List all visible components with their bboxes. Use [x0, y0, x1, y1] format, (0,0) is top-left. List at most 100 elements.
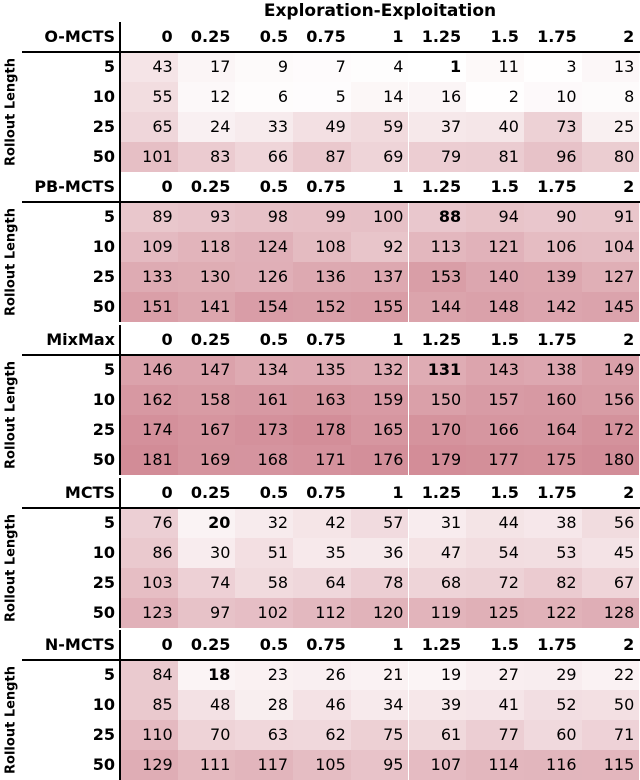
heatmap-cell: 133 [120, 262, 178, 292]
column-header: 1.5 [490, 330, 519, 349]
heatmap-cell: 97 [177, 598, 236, 628]
heatmap-cell: 144 [408, 292, 467, 322]
header-rule [22, 201, 640, 203]
heatmap-cell: 169 [177, 445, 236, 475]
panel-name: MCTS [64, 483, 115, 502]
heatmap-cell: 31 [408, 508, 467, 538]
heatmap-cell: 18 [177, 660, 236, 690]
heatmap-cell: 181 [120, 445, 178, 475]
row-label: 10 [92, 695, 115, 714]
heatmap-cell: 118 [177, 232, 236, 262]
heatmap-cell: 13 [581, 52, 640, 82]
heatmap-cell: 6 [235, 82, 294, 112]
heatmap-cell: 23 [235, 660, 294, 690]
heatmap-cell: 123 [120, 598, 178, 628]
heatmap-cell: 143 [466, 355, 524, 385]
heatmap-cell: 114 [466, 750, 524, 780]
heatmap-cell: 179 [408, 445, 467, 475]
heatmap-cell: 160 [523, 385, 582, 415]
heatmap-cell: 89 [120, 202, 178, 232]
heatmap-cell: 176 [350, 445, 409, 475]
column-header: 1.75 [537, 483, 577, 502]
column-header: 0.5 [259, 635, 289, 654]
heatmap-cell: 46 [293, 690, 351, 720]
heatmap-cell: 170 [408, 415, 467, 445]
heatmap-cell: 158 [177, 385, 236, 415]
heatmap-cell: 30 [177, 538, 236, 568]
heatmap-cell: 51 [235, 538, 294, 568]
heatmap-cell: 98 [235, 202, 294, 232]
column-header: 1.5 [490, 483, 519, 502]
heatmap-cell: 64 [293, 568, 351, 598]
heatmap-cell: 54 [466, 538, 524, 568]
column-header: 1 [392, 483, 404, 502]
y-axis-label-text: Rollout Length [3, 514, 19, 622]
header-rule [22, 659, 640, 661]
heatmap-cell: 126 [235, 262, 294, 292]
heatmap-cell: 161 [235, 385, 294, 415]
column-header: 2 [623, 635, 635, 654]
heatmap-cell: 16 [408, 82, 467, 112]
heatmap-cell: 110 [120, 720, 178, 750]
column-header: 1 [392, 635, 404, 654]
heatmap-cell: 142 [523, 292, 582, 322]
heatmap-cell: 163 [293, 385, 351, 415]
heatmap-cell: 20 [177, 508, 236, 538]
heatmap-cell: 104 [581, 232, 640, 262]
row-label: 50 [92, 755, 115, 774]
heatmap-cell: 115 [581, 750, 640, 780]
heatmap-cell: 10 [523, 82, 582, 112]
heatmap-cell: 84 [120, 660, 178, 690]
heatmap-cell: 32 [235, 508, 294, 538]
heatmap-cell: 25 [581, 112, 640, 142]
heatmap-cell: 122 [523, 598, 582, 628]
heatmap-cell: 71 [581, 720, 640, 750]
column-header: 2 [623, 27, 635, 46]
heatmap-cell: 180 [581, 445, 640, 475]
column-header: 2 [623, 330, 635, 349]
row-label: 10 [92, 87, 115, 106]
heatmap-cell: 140 [466, 262, 524, 292]
heatmap-cell: 136 [293, 262, 351, 292]
heatmap-cell: 162 [120, 385, 178, 415]
heatmap-cell: 107 [408, 750, 467, 780]
row-label: 5 [103, 207, 115, 226]
y-axis-label: Rollout Length [0, 52, 22, 172]
heatmap-cell: 119 [408, 598, 467, 628]
heatmap-cell: 75 [350, 720, 409, 750]
heatmap-cell: 70 [177, 720, 236, 750]
heatmap-cell: 128 [581, 598, 640, 628]
heatmap-cell: 151 [120, 292, 178, 322]
column-header: 0.75 [306, 27, 346, 46]
heatmap-panel: Rollout Length MCTS 0 0.25 0.5 0.75 1 1.25 1.5 1.… [0, 478, 640, 628]
heatmap-cell: 34 [350, 690, 409, 720]
heatmap-cell: 105 [293, 750, 351, 780]
heatmap-cell: 111 [177, 750, 236, 780]
heatmap-cell: 99 [293, 202, 351, 232]
heatmap-cell: 145 [581, 292, 640, 322]
heatmap-cell: 103 [120, 568, 178, 598]
heatmap-cell: 62 [293, 720, 351, 750]
heatmap-cell: 124 [235, 232, 294, 262]
column-header: 0.75 [306, 177, 346, 196]
heatmap-cell: 53 [523, 538, 582, 568]
column-header: 0.5 [259, 27, 289, 46]
y-axis-label: Rollout Length [0, 660, 22, 780]
row-label: 25 [92, 573, 115, 592]
row-label: 5 [103, 665, 115, 684]
panel-name: N-MCTS [44, 635, 115, 654]
heatmap-cell: 149 [581, 355, 640, 385]
column-header: 1.25 [421, 27, 462, 46]
heatmap-cell: 102 [235, 598, 294, 628]
heatmap-cell: 19 [408, 660, 467, 690]
heatmap-panel: Rollout Length MixMax 0 0.25 0.5 0.75 1 1.25 1.5… [0, 325, 640, 475]
heatmap-cell: 63 [235, 720, 294, 750]
column-header: 0.25 [190, 27, 231, 46]
row-label: 10 [92, 390, 115, 409]
row-label-divider [119, 22, 121, 172]
heatmap-cell: 131 [408, 355, 467, 385]
heatmap-cell: 27 [466, 660, 524, 690]
row-label-divider [119, 172, 121, 322]
heatmap-cell: 29 [523, 660, 582, 690]
heatmap-cell: 5 [293, 82, 351, 112]
